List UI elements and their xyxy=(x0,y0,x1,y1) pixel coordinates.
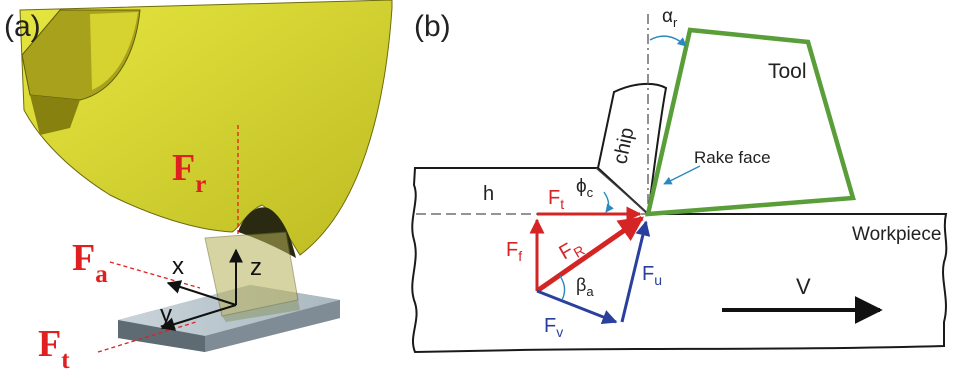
ft-dashed-line xyxy=(97,321,197,353)
axis-x-label: x xyxy=(172,253,184,280)
fv-label: Fv xyxy=(544,315,563,340)
fv-vector xyxy=(536,289,618,325)
panel-a-label: (a) xyxy=(4,10,41,43)
fu-label: Fu xyxy=(642,263,662,288)
ff-label: Ff xyxy=(506,239,522,264)
shear-plane-line xyxy=(595,167,649,215)
fu-vector xyxy=(620,220,651,323)
ft-label: Ft xyxy=(38,323,70,374)
fa-label: Fa xyxy=(72,237,108,288)
alpha-r-label: αr xyxy=(662,6,678,30)
beta-a-label: βa xyxy=(576,275,594,299)
ft-b-label: Ft xyxy=(548,187,564,212)
workpiece-label: Workpiece xyxy=(852,224,941,245)
alpha-arc xyxy=(649,35,687,47)
tool-label: Tool xyxy=(768,60,807,83)
axis-z-label: z xyxy=(250,254,262,281)
panel-b-label: (b) xyxy=(414,10,451,43)
fa-dashed-line xyxy=(109,261,201,289)
rake-face-label: Rake face xyxy=(694,148,771,167)
tool-outline xyxy=(645,27,856,217)
phi-c-label: ϕc xyxy=(576,176,594,200)
h-label: h xyxy=(483,183,494,205)
phi-arc xyxy=(603,191,614,213)
panel-a: z x y Fr Fa Ft (a) xyxy=(4,0,393,374)
velocity-label: V xyxy=(796,274,811,299)
milling-tool xyxy=(19,0,393,322)
fr-vector xyxy=(535,215,645,294)
force-diagram: Ft FR Ff βa Fu Fv xyxy=(506,187,662,340)
beta-arc xyxy=(559,275,566,301)
panel-b: chip Tool αr Rake face ϕc h Workpiece V xyxy=(411,6,948,354)
rake-face-pointer xyxy=(663,165,701,185)
axis-y-label: y xyxy=(160,301,172,328)
chip-outline xyxy=(596,82,668,217)
workpiece-outline xyxy=(411,167,948,354)
fr-label: Fr xyxy=(172,147,206,198)
coordinate-axes: z x y xyxy=(160,248,262,331)
